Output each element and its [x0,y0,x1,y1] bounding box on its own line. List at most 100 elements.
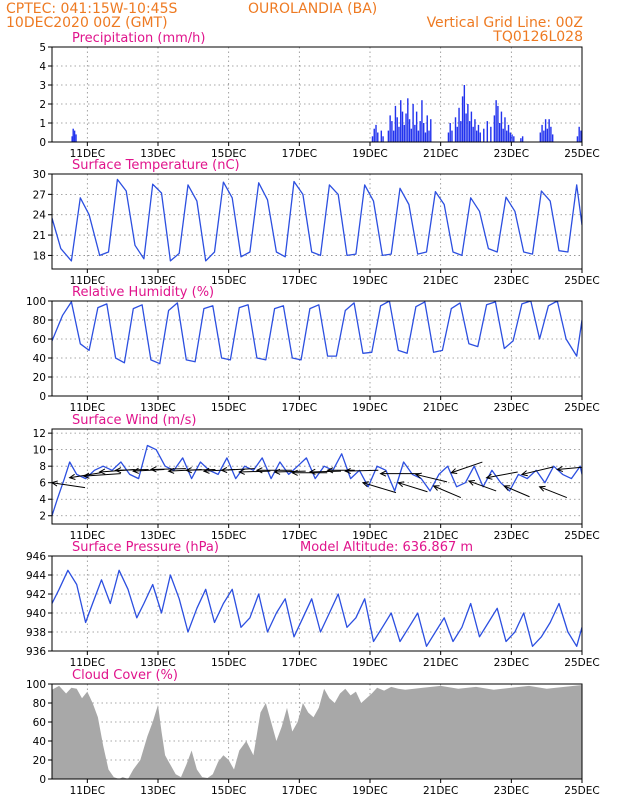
x-tick-label: 23DEC [494,402,529,414]
precip-bar [551,134,554,142]
precip-bar [73,130,76,142]
precip-bar [419,121,421,142]
wind-vector-shaft [274,470,306,473]
y-tick-label: 946 [26,551,46,563]
precip-bar [550,126,552,142]
wind-vector [220,466,255,474]
x-tick-label: 21DEC [423,402,458,414]
temp-line [52,178,582,262]
precip-bar [476,130,478,142]
x-tick-label: 15DEC [211,275,246,287]
panel-rh: 0 20 40 60 80 100 11DEC 13DEC 15DEC 17DEC 19DEC 21D… [26,285,600,414]
panel-precip: 0 1 2 3 4 5 11DEC 13DEC 15DEC 17DEC 19DEC 21DEC 23DE… [39,31,599,160]
panel-data-pressure [52,569,582,647]
precip-bar [460,121,462,142]
panel-wind: 2 4 6 8 10 12 11DEC 13DEC 15DEC 17DEC 19DEC 21DEC 23… [33,413,600,542]
header: CPTEC: 041:15W-10:45S OUROLANDIA (BA) 10… [6,1,583,45]
wind-vector-head [538,485,546,492]
precip-bar [467,104,469,142]
wind-vector [520,466,554,477]
wind-vector-shaft [398,482,428,493]
x-tick-label: 17DEC [282,530,317,542]
wind-vector-head [82,472,90,479]
precip-bar [544,119,547,142]
y-tick-label: 942 [26,589,46,601]
precip-bar [539,132,542,142]
x-tick-label: 17DEC [282,275,317,287]
precip-bar [72,128,74,142]
precip-bar [451,130,453,142]
y-tick-label: 60 [33,717,46,729]
wind-vector [467,479,497,492]
y-tick-label: 27 [33,189,46,201]
wind-vector-shaft [115,468,149,471]
panel-title-temp: Surface Temperature (nC) [72,158,240,173]
y-tick-label: 2 [39,99,46,111]
wind-vector-shaft [557,466,582,470]
x-tick-label: 11DEC [70,530,105,542]
y-tick-label: 40 [33,353,46,365]
precip-bar [426,115,428,142]
panel-frame [51,683,583,780]
header-city: OUROLANDIA (BA) [248,1,377,17]
wind-vector [538,485,567,499]
x-tick-label: 15DEC [211,402,246,414]
x-tick-label: 19DEC [352,785,387,797]
y-tick-label: 5 [39,42,46,54]
x-tick-label: 17DEC [282,402,317,414]
precip-bar [486,121,489,142]
precip-bar [424,132,427,142]
precip-bar [543,130,545,142]
y-tick-label: 944 [26,570,46,582]
x-tick-label: 13DEC [140,530,175,542]
x-tick-label: 21DEC [423,785,458,797]
y-tick-label: 60 [33,334,46,346]
wind-vector-head [238,468,245,475]
precip-bar [380,130,383,142]
wind-vector [344,467,379,475]
precip-bar [407,98,409,142]
precip-bar [430,119,432,142]
y-tick-label: 100 [26,679,46,691]
precip-bar [511,134,513,142]
wind-vector-head [98,468,106,475]
panel-title-cloud: Cloud Cover (%) [72,668,178,683]
precip-bar [495,100,497,142]
precip-bar [580,130,582,142]
precip-bar [498,123,501,142]
x-tick-label: 25DEC [564,785,599,797]
precip-bar [507,124,510,142]
precip-bar [465,113,467,142]
x-tick-label: 21DEC [423,657,458,669]
wind-vector [308,468,342,475]
wind-vector-head [114,467,122,474]
y-tick-label: 80 [33,315,46,327]
wind-vector-head [450,468,458,474]
wind-vector [114,467,149,474]
wind-vector-shaft [415,473,448,483]
wind-vector-shaft [521,466,554,475]
x-tick-label: 11DEC [70,785,105,797]
wind-vector [432,485,462,499]
y-tick-label: 1 [39,118,46,130]
wind-vector-head [503,485,511,491]
wind-vector-head [291,469,298,476]
precip-bar [463,85,466,142]
x-tick-label: 21DEC [423,530,458,542]
precip-bar [520,138,522,142]
precip-bar [493,115,496,142]
wind-vector [52,480,86,489]
precip-bar [414,124,416,142]
precip-bar [504,117,506,142]
y-tick-label: 24 [33,210,47,222]
precip-bar [394,105,397,142]
panel-title-wind: Surface Wind (m/s) [72,413,196,428]
x-tick-label: 13DEC [140,657,175,669]
wind-vector-head [308,468,316,475]
x-tick-label: 13DEC [140,275,175,287]
precip-bar [387,130,390,142]
y-tick-label: 2 [39,511,46,523]
wind-vector-head [432,485,440,491]
panel-pressure: 936 938 940 942 944 946 11DEC 13DEC 15DEC 17DEC 19… [26,540,600,669]
y-tick-label: 0 [39,774,46,786]
